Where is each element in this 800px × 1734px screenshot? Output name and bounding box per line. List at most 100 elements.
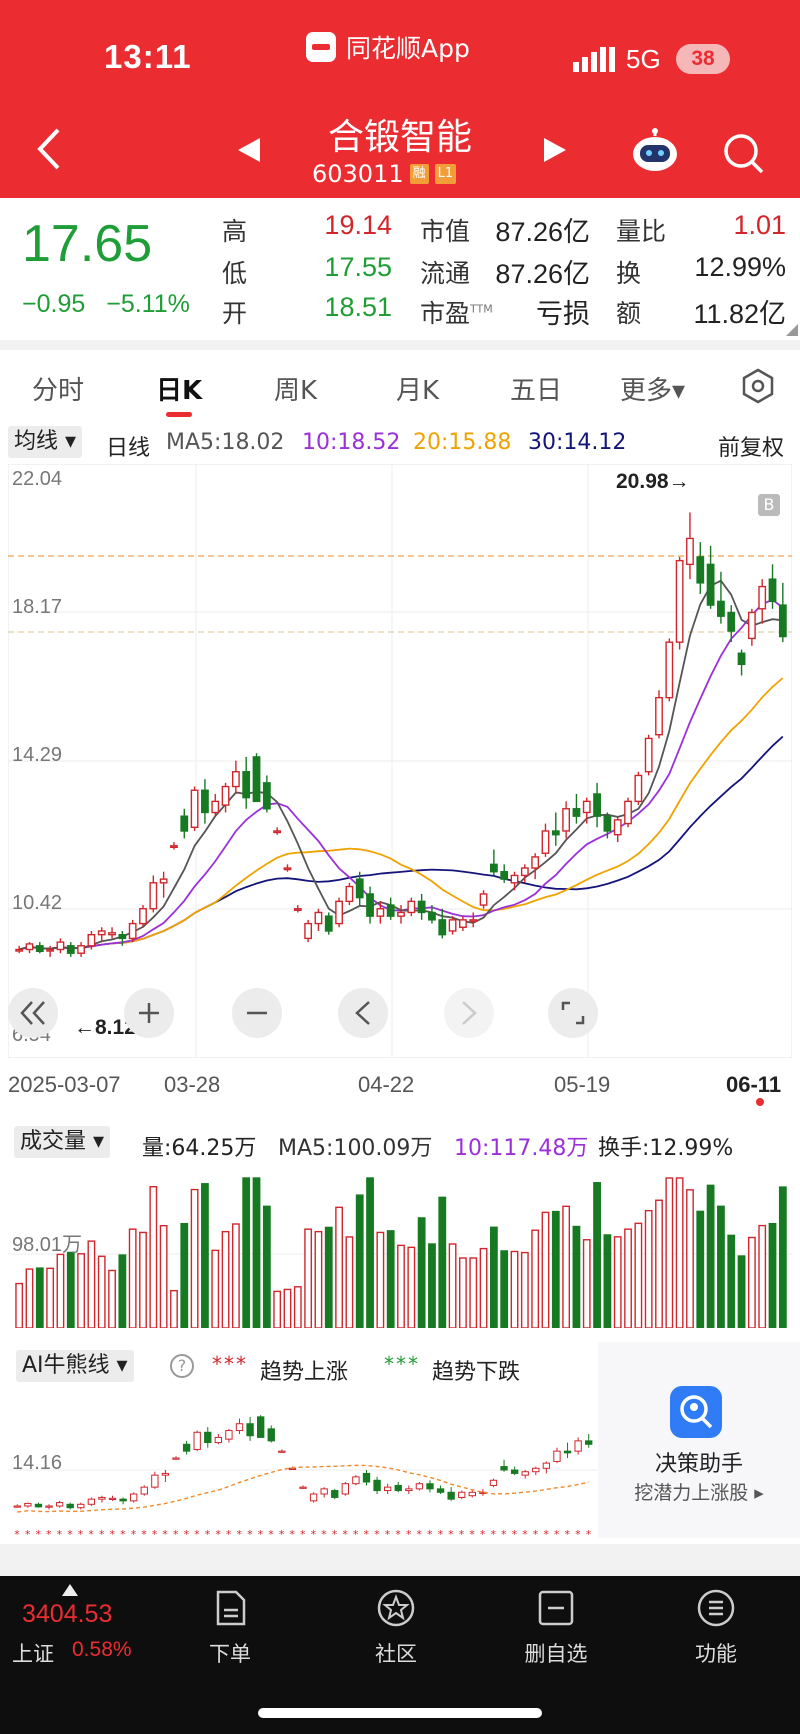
candle-body	[46, 948, 55, 952]
candle-body	[345, 885, 354, 903]
tab-weekly-k[interactable]: 周K	[274, 376, 318, 406]
volume-bar	[314, 1230, 323, 1328]
ai-candle-body	[24, 1502, 32, 1507]
volume-bar	[149, 1186, 158, 1328]
volume-bar	[77, 1253, 85, 1328]
ai-trend-star: *	[332, 1528, 338, 1540]
scroll-right-button[interactable]	[444, 988, 494, 1038]
search-icon[interactable]	[722, 132, 764, 174]
expand-corner-icon[interactable]	[786, 324, 798, 336]
community-label: 社区	[375, 1642, 417, 1666]
tab-monthly-k[interactable]: 月K	[396, 376, 440, 406]
volume-bar	[242, 1177, 251, 1328]
zoom-in-button[interactable]	[124, 988, 174, 1038]
decision-assistant-icon	[670, 1386, 722, 1438]
plus-icon	[139, 1003, 159, 1023]
help-icon[interactable]: ?	[170, 1354, 194, 1378]
volume-bar	[624, 1228, 632, 1328]
candle-body	[717, 600, 725, 617]
order-label: 下单	[209, 1642, 251, 1666]
tab-five-day[interactable]: 五日	[510, 376, 563, 406]
zoom-out-button[interactable]	[232, 988, 282, 1038]
back-button[interactable]	[34, 126, 68, 180]
ai-trend-star: *	[416, 1528, 422, 1540]
fullscreen-button[interactable]	[548, 988, 598, 1038]
candle-body	[25, 943, 34, 951]
date-label-5: 06-11	[726, 1072, 782, 1097]
volume-bar	[46, 1267, 55, 1328]
network-type: 5G	[626, 44, 661, 74]
ai-candle-body	[574, 1440, 582, 1452]
tab-daily-k[interactable]: 日K	[156, 376, 203, 406]
date-label-4: 05-19	[554, 1072, 611, 1097]
candle-body	[655, 696, 663, 736]
ai-candle-body	[45, 1505, 53, 1508]
candle-body	[459, 919, 467, 928]
ai-trend-star: *	[247, 1528, 253, 1540]
ai-trend-star: *	[586, 1528, 592, 1540]
remove-watchlist-button[interactable]: 删自选	[506, 1576, 606, 1696]
active-tab-indicator	[166, 412, 192, 417]
tab-more[interactable]: 更多▾	[620, 376, 686, 406]
volume-bar	[211, 1249, 220, 1328]
ai-candle-body	[13, 1505, 21, 1508]
chevron-left-icon	[37, 128, 60, 170]
index-value[interactable]: 3404.53	[22, 1600, 113, 1628]
ai-candle-body	[532, 1467, 540, 1473]
ai-candle-body	[341, 1483, 350, 1495]
ai-trend-star: *	[395, 1528, 401, 1540]
candle-body	[489, 863, 498, 873]
volume-turnover: 换手:12.99%	[598, 1136, 734, 1161]
ai-trend-star: *	[173, 1528, 179, 1540]
functions-button[interactable]: 功能	[666, 1576, 766, 1696]
candle-body	[397, 911, 405, 917]
indicator-select[interactable]: 均线 ▾	[8, 426, 83, 458]
pe-value: 亏损	[536, 299, 590, 329]
app-logo-icon	[306, 32, 336, 62]
ai-candle-body	[172, 1457, 180, 1460]
ai-indicator-select[interactable]: AI牛熊线 ▾	[16, 1350, 134, 1382]
volume-bar	[644, 1209, 653, 1328]
high-value: 19.14	[324, 210, 392, 240]
minus-icon	[247, 1011, 267, 1015]
volume-bar	[758, 1224, 767, 1328]
candle-body	[252, 756, 261, 803]
scroll-left-button[interactable]	[338, 988, 388, 1038]
robot-assistant-icon[interactable]	[630, 128, 680, 174]
candle-body	[531, 856, 540, 869]
zoom-out-range-button[interactable]	[8, 988, 58, 1038]
community-button[interactable]: 社区	[346, 1576, 446, 1696]
community-star-icon	[377, 1589, 415, 1627]
adjust-mode-button[interactable]: 前复权	[718, 436, 785, 461]
ai-candle-body	[405, 1488, 413, 1492]
tab-intraday[interactable]: 分时	[32, 376, 85, 406]
volume-bar	[562, 1205, 571, 1328]
ai-candle-body	[267, 1428, 275, 1442]
buy-signal-badge[interactable]: B	[758, 494, 780, 516]
stock-name: 合锻智能	[327, 117, 472, 158]
volume-bar	[717, 1205, 725, 1328]
candles-group	[15, 512, 787, 957]
volume-bar	[262, 1205, 271, 1328]
ai-candle-body	[426, 1483, 434, 1490]
app-badge-label: 同花顺App	[346, 34, 470, 63]
last-price: 17.65	[22, 215, 153, 273]
chevron-left-icon	[355, 1001, 370, 1025]
candle-body	[634, 774, 643, 803]
volume-indicator-select[interactable]: 成交量 ▾	[14, 1126, 111, 1158]
kline-chart[interactable]	[8, 464, 792, 1058]
ai-chart[interactable]: * * * * * * * * * * * * * * * * * * * * * * * * * * * * * * * * * * * * * * * *…	[8, 1390, 598, 1540]
volume-chart[interactable]	[8, 1162, 792, 1328]
volume-bar	[603, 1234, 612, 1328]
order-button[interactable]: 下单	[180, 1576, 280, 1696]
high-label: 高	[222, 217, 248, 246]
next-stock-button[interactable]	[542, 136, 568, 171]
volume-bar	[469, 1257, 478, 1328]
stock-code-bar: 603011 融 L1	[312, 160, 457, 188]
ai-candle-body	[214, 1436, 223, 1444]
prev-stock-button[interactable]	[236, 136, 262, 171]
decision-assistant-card[interactable]: 决策助手 挖潜力上涨股 ▸	[598, 1342, 800, 1538]
volume-bar	[706, 1184, 715, 1328]
settings-hexagon-icon[interactable]	[740, 368, 776, 404]
candle-body	[190, 789, 199, 828]
